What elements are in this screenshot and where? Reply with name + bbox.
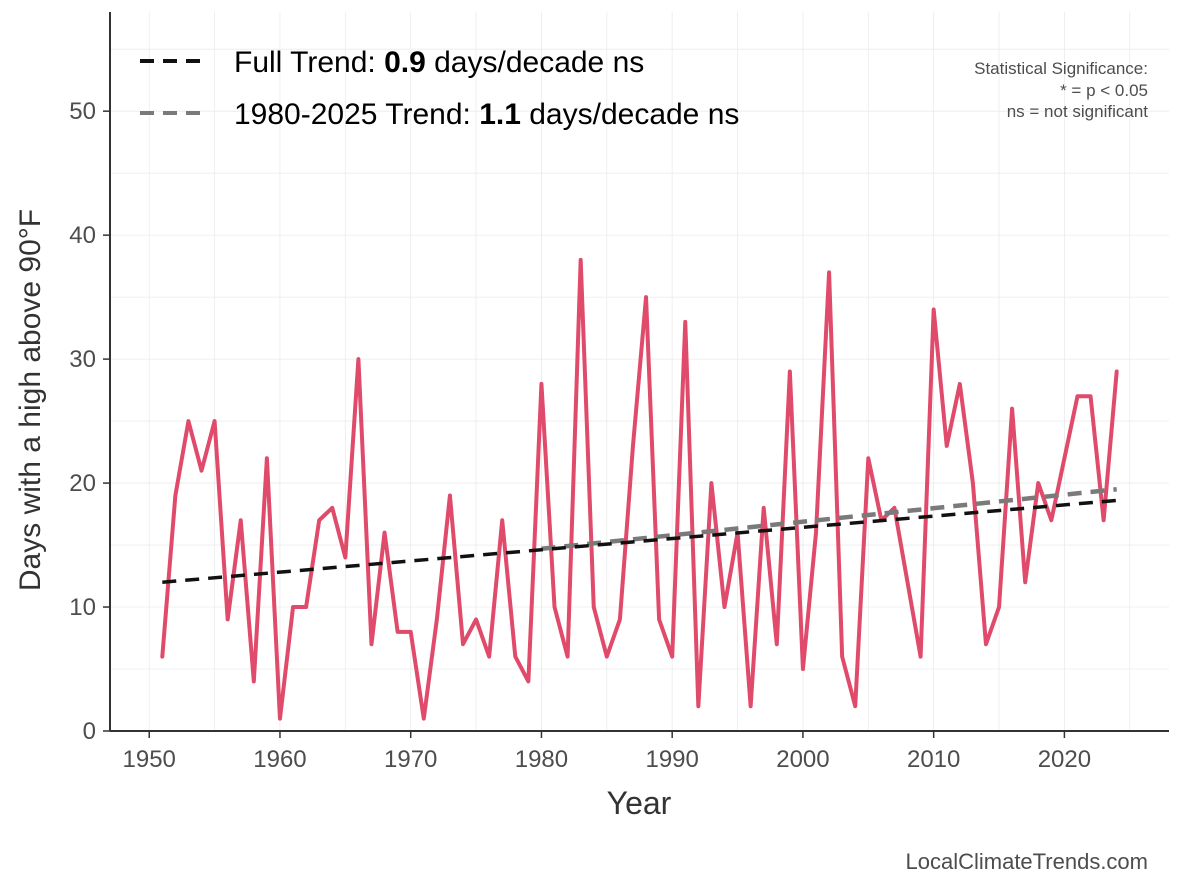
legend-full-trend-value: 0.9 [384, 46, 426, 79]
legend-recent-trend: 1980-2025 Trend: 1.1 days/decade ns [234, 98, 739, 131]
trend-line-full [162, 498, 1117, 584]
series-layer [160, 257, 1119, 721]
series-line [160, 257, 1119, 721]
y-tick-label: 20 [69, 470, 96, 497]
y-tick-label: 50 [69, 98, 96, 125]
y-tick-label: 40 [69, 222, 96, 249]
legend-recent-trend-suffix: days/decade ns [521, 98, 739, 131]
x-tick-label: 1970 [384, 746, 437, 773]
x-tick-label: 1960 [253, 746, 306, 773]
legend-full-trend-suffix: days/decade ns [426, 46, 644, 79]
y-tick-label: 30 [69, 346, 96, 373]
x-axis-title: Year [607, 785, 672, 821]
significance-note-ns: ns = not significant [1007, 102, 1149, 121]
x-tick-label: 1980 [515, 746, 568, 773]
trend-lines [162, 487, 1117, 584]
trend-line-recent [541, 487, 1117, 552]
x-tick-label: 2000 [776, 746, 829, 773]
legend-full-trend-prefix: Full Trend: [234, 46, 384, 79]
y-axis-ticks: 0 10 20 30 40 50 [69, 98, 110, 745]
x-tick-label: 2020 [1038, 746, 1091, 773]
x-tick-label: 2010 [907, 746, 960, 773]
significance-note: Statistical Significance: * = p < 0.05 n… [974, 59, 1148, 121]
legend-recent-trend-value: 1.1 [479, 98, 521, 131]
y-tick-label: 10 [69, 594, 96, 621]
x-tick-label: 1950 [123, 746, 176, 773]
y-axis-title: Days with a high above 90°F [14, 209, 47, 591]
significance-note-title: Statistical Significance: [974, 59, 1148, 78]
y-tick-label: 0 [83, 718, 96, 745]
significance-note-p: * = p < 0.05 [1060, 81, 1148, 100]
legend-recent-trend-prefix: 1980-2025 Trend: [234, 98, 479, 131]
credit: LocalClimateTrends.com [906, 849, 1149, 874]
legend: Full Trend: 0.9 days/decade ns 1980-2025… [140, 46, 739, 131]
legend-full-trend: Full Trend: 0.9 days/decade ns [234, 46, 644, 79]
x-tick-label: 1990 [645, 746, 698, 773]
x-axis-ticks: 1950 1960 1970 1980 1990 2000 2010 2020 [123, 731, 1091, 773]
